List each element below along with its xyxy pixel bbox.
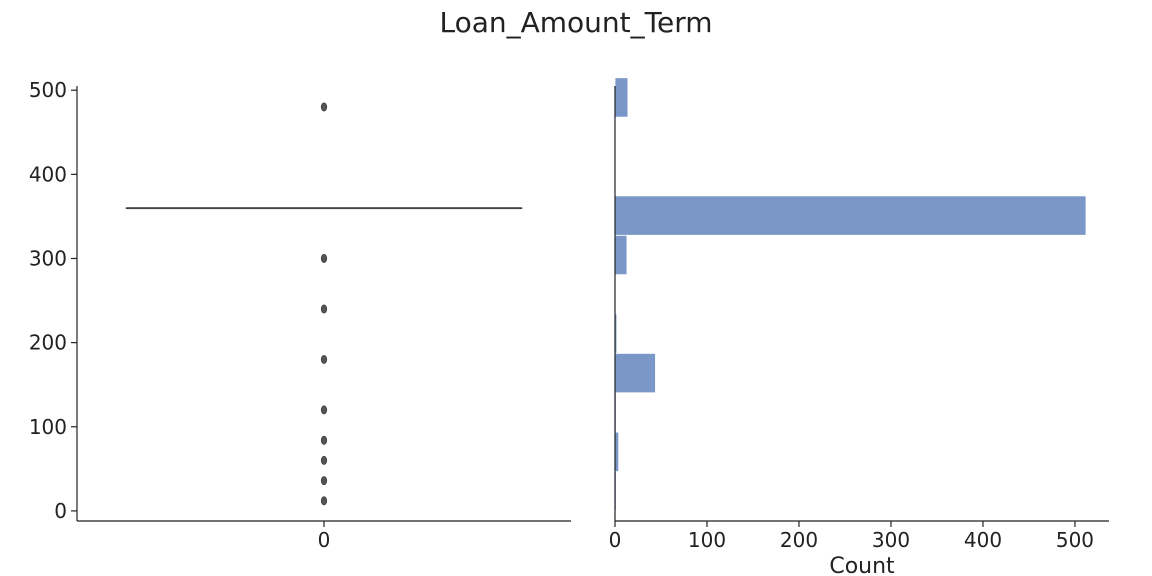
hist-x-tick-label: 300 <box>872 528 910 552</box>
outlier-point <box>320 405 328 415</box>
histogram-bar <box>614 77 629 118</box>
hist-x-tick-label: 400 <box>964 528 1002 552</box>
outlier-point <box>320 354 328 364</box>
box-y-tick-label: 400 <box>29 162 67 186</box>
outlier-point <box>320 304 328 314</box>
histogram-bar <box>614 352 656 394</box>
histogram-panel: 0 100 200 300 400 500 Count <box>609 77 1109 576</box>
box-x-tick-label: 0 <box>318 528 331 552</box>
box-y-tick-label: 300 <box>29 246 67 270</box>
outlier-point <box>320 496 328 506</box>
hist-x-tick-label: 0 <box>609 528 622 552</box>
box-plot-panel: 0 100 200 300 400 500 0 <box>29 78 571 552</box>
histogram-bar <box>614 195 1087 236</box>
outlier-point <box>320 435 328 445</box>
outlier-point <box>320 102 328 112</box>
box-y-tick-label: 100 <box>29 415 67 439</box>
outlier-point <box>320 253 328 263</box>
chart-title: Loan_Amount_Term <box>439 6 713 39</box>
box-y-tick-label: 200 <box>29 331 67 355</box>
outlier-point <box>320 455 328 465</box>
histogram-bar <box>614 234 628 276</box>
hist-x-axis-label: Count <box>829 554 895 576</box>
box-y-tick-label: 0 <box>54 499 67 523</box>
hist-x-tick-label: 200 <box>780 528 818 552</box>
box-y-tick-label: 500 <box>29 78 67 102</box>
hist-x-tick-label: 100 <box>688 528 726 552</box>
hist-x-tick-label: 500 <box>1056 528 1094 552</box>
outlier-point <box>320 476 328 486</box>
